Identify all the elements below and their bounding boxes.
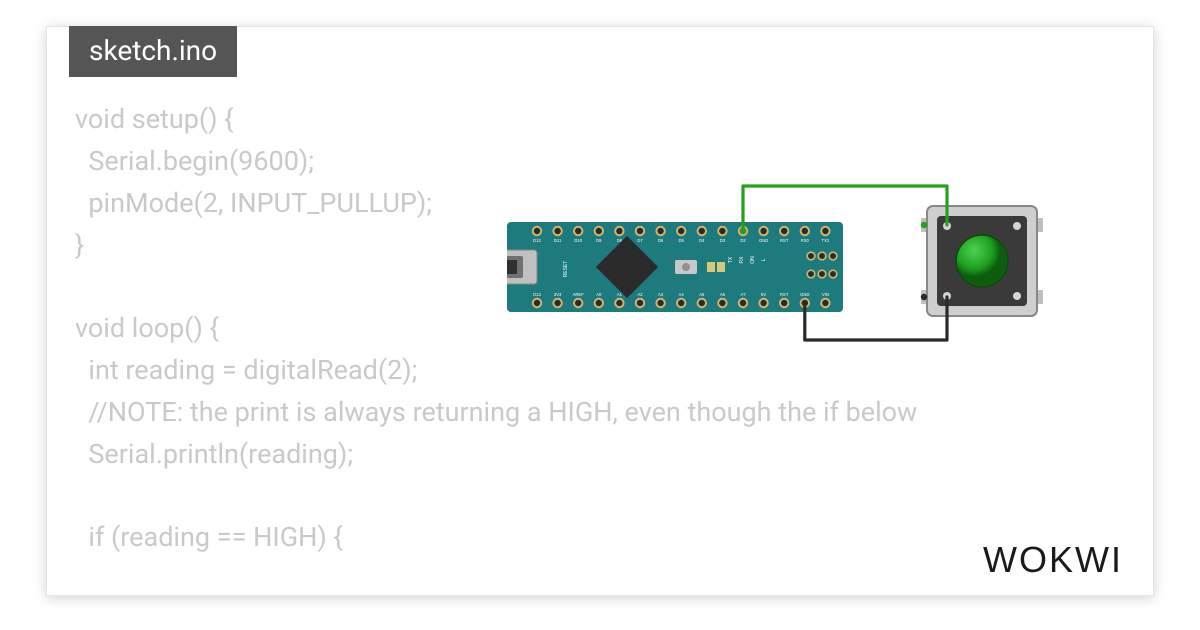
- editor-frame: sketch.ino void setup() { Serial.begin(9…: [46, 26, 1154, 596]
- wokwi-logo: WOKWI: [983, 539, 1123, 581]
- code-editor[interactable]: void setup() { Serial.begin(9600); pinMo…: [75, 99, 1125, 585]
- file-tab-label: sketch.ino: [89, 34, 217, 67]
- file-tab[interactable]: sketch.ino: [69, 26, 237, 77]
